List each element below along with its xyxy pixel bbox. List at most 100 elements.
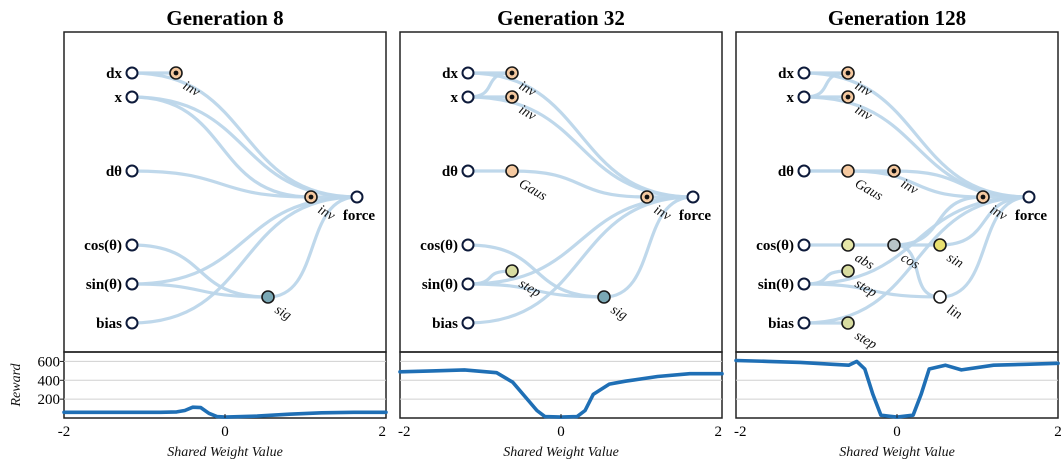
y-tick-label: 400 <box>38 373 61 389</box>
input-label-sin: sin(θ) <box>86 277 122 293</box>
y-tick-label: 600 <box>38 354 61 370</box>
activation-label-h3: sig <box>608 302 630 323</box>
hidden-node-h3 <box>597 290 611 304</box>
reward-curve <box>62 405 388 419</box>
input-label-cos: cos(θ) <box>84 238 122 254</box>
inv-marker <box>891 168 897 174</box>
edge-bias-out <box>130 195 359 325</box>
reward-y-axis: 200 400 600 Reward <box>9 354 64 408</box>
hidden-node-h10 <box>933 238 947 252</box>
input-node-dth <box>797 164 811 178</box>
panel-title: Generation 8 <box>166 6 283 30</box>
reward-plot: -2 0 2 Shared Weight Value <box>58 360 388 460</box>
hidden-node-h12 <box>841 316 855 330</box>
input-label-dth: dθ <box>442 164 458 180</box>
input-node-dx <box>461 66 475 80</box>
hidden-node-h9 <box>887 238 901 252</box>
inv-marker <box>509 70 515 76</box>
input-node-dx <box>125 66 139 80</box>
input-node-sin <box>797 277 811 291</box>
edge-dth-h2 <box>130 169 313 199</box>
hidden-node-h6 <box>841 264 855 278</box>
reward-curve <box>734 358 1060 419</box>
input-node-x <box>797 90 811 104</box>
inv-marker <box>845 70 851 76</box>
inv-marker <box>509 94 515 100</box>
hidden-node-h8 <box>841 238 855 252</box>
y-axis-label: Reward <box>9 362 24 407</box>
input-label-sin: sin(θ) <box>422 277 458 293</box>
inv-marker <box>308 194 314 200</box>
input-node-cos <box>461 238 475 252</box>
panel-gen-0: Generation 8dxxdθcos(θ)sin(θ)biasinvinvs… <box>58 6 388 460</box>
x-tick-label: 2 <box>1054 424 1061 440</box>
reward-curve <box>398 368 724 419</box>
inv-marker <box>644 194 650 200</box>
edges <box>802 71 1031 325</box>
input-node-x <box>125 90 139 104</box>
edge-x-h2 <box>130 95 313 199</box>
inv-marker <box>980 194 986 200</box>
activation-label-h12: step <box>852 328 879 352</box>
activation-label-h10: sin <box>944 250 966 271</box>
x-axis-label: Shared Weight Value <box>167 445 283 460</box>
input-label-x: x <box>787 90 795 106</box>
input-label-x: x <box>115 90 123 106</box>
input-node-sin <box>125 277 139 291</box>
reward-plot: -2 0 2 Shared Weight Value <box>398 360 724 460</box>
x-axis-label: Shared Weight Value <box>503 445 619 460</box>
input-label-dx: dx <box>442 66 458 82</box>
edge-x-out <box>130 95 359 199</box>
hidden-node-h6 <box>505 264 519 278</box>
edge-dx-out <box>802 71 1031 199</box>
x-tick-label: -2 <box>734 424 747 440</box>
input-node-sin <box>461 277 475 291</box>
input-label-dx: dx <box>106 66 122 82</box>
edge-h4-h5 <box>510 169 649 199</box>
activation-label-h6: step <box>516 276 543 300</box>
x-tick-label: -2 <box>398 424 411 440</box>
inv-marker <box>173 70 179 76</box>
activation-label-h11: lin <box>944 302 964 322</box>
edges <box>466 71 695 325</box>
x-axis-label: Shared Weight Value <box>839 445 955 460</box>
edge-x-out <box>466 95 695 199</box>
edge-h9-h11 <box>892 243 942 299</box>
x-tick-label: 2 <box>379 424 387 440</box>
input-node-x <box>461 90 475 104</box>
input-label-dth: dθ <box>106 164 122 180</box>
x-tick-label: 0 <box>557 424 565 440</box>
output-label: force <box>343 208 376 224</box>
edge-h3-out <box>266 195 359 299</box>
hidden-node-h3 <box>261 290 275 304</box>
panel-title: Generation 32 <box>497 6 625 30</box>
y-tick-label: 200 <box>38 392 61 408</box>
edge-sin-h3 <box>130 282 270 299</box>
input-node-dx <box>797 66 811 80</box>
output-label: force <box>679 208 712 224</box>
input-label-bias: bias <box>432 316 458 332</box>
input-node-dth <box>125 164 139 178</box>
input-label-sin: sin(θ) <box>758 277 794 293</box>
x-tick-label: -2 <box>58 424 71 440</box>
hidden-node-h4 <box>505 164 519 178</box>
input-label-cos: cos(θ) <box>420 238 458 254</box>
output-node <box>686 190 700 204</box>
panel-gen-2: Generation 128dxxdθcos(θ)sin(θ)biasinvin… <box>734 6 1061 460</box>
x-tick-label: 2 <box>715 424 723 440</box>
edges <box>130 71 359 325</box>
edge-h11-out <box>938 195 1031 299</box>
edge-bias-out <box>466 195 695 325</box>
activation-label-h4: Gaus <box>516 176 550 204</box>
input-label-bias: bias <box>96 316 122 332</box>
activation-label-h6: step <box>852 276 879 300</box>
panel-title: Generation 128 <box>828 6 966 30</box>
input-node-cos <box>797 238 811 252</box>
hidden-node-h4 <box>841 164 855 178</box>
hidden-node-h11 <box>933 290 947 304</box>
edge-dx-out <box>466 71 695 199</box>
output-node <box>350 190 364 204</box>
inv-marker <box>845 94 851 100</box>
output-label: force <box>1015 208 1048 224</box>
